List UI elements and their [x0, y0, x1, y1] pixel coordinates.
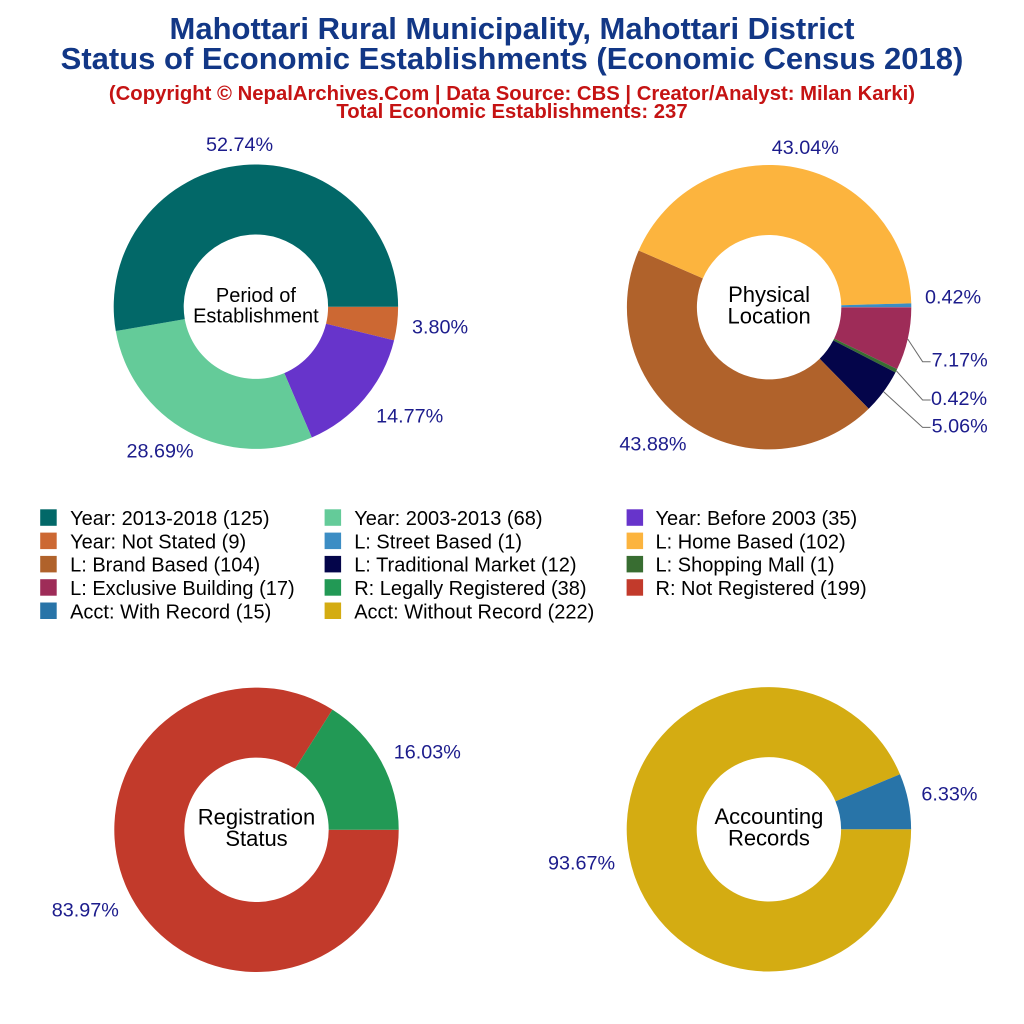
svg-text:7.17%: 7.17% [932, 350, 988, 372]
svg-text:93.67%: 93.67% [548, 853, 615, 875]
svg-text:Period of: Period of [216, 285, 296, 307]
svg-text:L: Brand Based (104): L: Brand Based (104) [70, 555, 260, 577]
svg-text:(Copyright © NepalArchives.Com: (Copyright © NepalArchives.Com | Data So… [109, 83, 915, 105]
svg-text:Mahottari Rural Municipality,: Mahottari Rural Municipality, Mahottari … [170, 11, 855, 46]
svg-text:L: Traditional Market (12): L: Traditional Market (12) [354, 555, 576, 577]
svg-text:Year: 2003-2013 (68): Year: 2003-2013 (68) [354, 508, 542, 530]
svg-text:R: Not Registered (199): R: Not Registered (199) [656, 578, 867, 600]
svg-text:Accounting: Accounting [714, 804, 823, 829]
svg-text:L: Exclusive Building (17): L: Exclusive Building (17) [70, 578, 295, 600]
svg-text:Registration: Registration [198, 805, 315, 830]
svg-text:Physical: Physical [728, 282, 810, 307]
svg-text:L: Home Based (102): L: Home Based (102) [656, 531, 846, 553]
svg-text:43.88%: 43.88% [619, 434, 686, 456]
svg-text:5.06%: 5.06% [932, 415, 988, 437]
svg-text:Year: 2013-2018 (125): Year: 2013-2018 (125) [70, 508, 269, 530]
svg-text:L: Street Based (1): L: Street Based (1) [354, 531, 522, 553]
svg-text:R: Legally Registered (38): R: Legally Registered (38) [354, 578, 586, 600]
svg-text:Year: Before 2003 (35): Year: Before 2003 (35) [656, 508, 858, 530]
svg-text:14.77%: 14.77% [376, 405, 443, 427]
svg-text:16.03%: 16.03% [394, 741, 461, 763]
svg-text:6.33%: 6.33% [921, 784, 977, 806]
svg-text:28.69%: 28.69% [126, 441, 193, 463]
svg-text:0.42%: 0.42% [931, 388, 987, 410]
svg-text:Records: Records [728, 826, 810, 851]
svg-text:0.42%: 0.42% [925, 286, 981, 308]
svg-text:Year: Not Stated (9): Year: Not Stated (9) [70, 531, 246, 553]
svg-text:Acct: Without Record (222): Acct: Without Record (222) [354, 601, 594, 623]
svg-text:52.74%: 52.74% [206, 134, 273, 156]
svg-text:Acct: With Record (15): Acct: With Record (15) [70, 601, 271, 623]
svg-text:83.97%: 83.97% [52, 900, 119, 922]
svg-text:Status of Economic Establishme: Status of Economic Establishments (Econo… [61, 41, 964, 76]
svg-text:3.80%: 3.80% [412, 317, 468, 339]
svg-text:L: Shopping Mall (1): L: Shopping Mall (1) [656, 555, 835, 577]
svg-text:43.04%: 43.04% [772, 137, 839, 159]
svg-text:Status: Status [225, 826, 287, 851]
svg-text:Location: Location [728, 304, 811, 329]
svg-text:Total Economic Establishments:: Total Economic Establishments: 237 [336, 101, 687, 123]
svg-text:Establishment: Establishment [193, 306, 319, 328]
